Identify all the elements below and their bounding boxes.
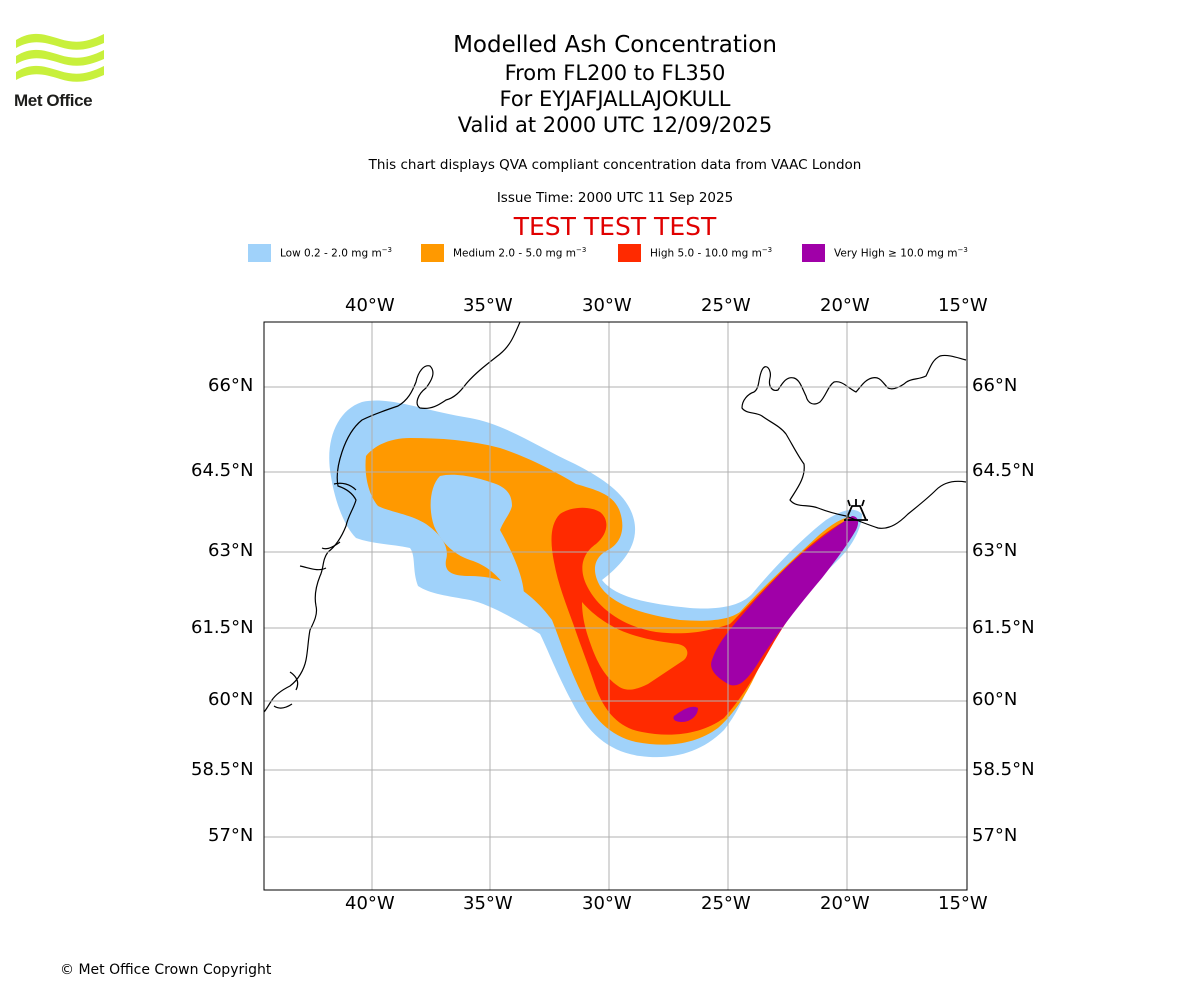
lon-label-bottom-15w: 15°W <box>938 893 988 914</box>
legend-swatch-very-high <box>802 244 825 262</box>
ash-low-patch <box>430 474 524 598</box>
valid-time-title: Valid at 2000 UTC 12/09/2025 <box>457 113 773 137</box>
lat-label-left-66n: 66°N <box>208 375 254 396</box>
test-banner: TEST TEST TEST <box>513 212 717 241</box>
lat-label-left-57n: 57°N <box>208 825 254 846</box>
lon-label-top-35w: 35°W <box>463 295 513 316</box>
flight-level-title: From FL200 to FL350 <box>504 61 726 85</box>
lat-label-left-64-5n: 64.5°N <box>191 460 254 481</box>
lon-label-top-30w: 30°W <box>582 295 632 316</box>
lat-label-left-63n: 63°N <box>208 540 254 561</box>
lon-label-top-20w: 20°W <box>820 295 870 316</box>
legend-label-low: Low 0.2 - 2.0 mg m <box>280 247 382 260</box>
lon-label-bottom-20w: 20°W <box>820 893 870 914</box>
graticule <box>264 322 967 890</box>
legend-unit-exp-high: −3 <box>761 246 773 255</box>
lat-label-left-58-5n: 58.5°N <box>191 759 254 780</box>
lat-label-right-66n: 66°N <box>972 375 1018 396</box>
legend-label-high: High 5.0 - 10.0 mg m <box>650 247 762 260</box>
lon-label-bottom-30w: 30°W <box>582 893 632 914</box>
ash-medium-patch <box>582 602 688 690</box>
lon-label-top-15w: 15°W <box>938 295 988 316</box>
legend-label-medium: Medium 2.0 - 5.0 mg m <box>453 247 576 260</box>
legend-unit-exp-low: −3 <box>381 246 393 255</box>
legend-label-very-high: Very High ≥ 10.0 mg m <box>834 247 958 260</box>
lat-label-right-57n: 57°N <box>972 825 1018 846</box>
lon-label-bottom-35w: 35°W <box>463 893 513 914</box>
lat-label-right-60n: 60°N <box>972 689 1018 710</box>
volcano-title: For EYJAFJALLAJOKULL <box>499 87 731 111</box>
legend: Low 0.2 - 2.0 mg m−3 Medium 2.0 - 5.0 mg… <box>0 244 1200 264</box>
legend-unit-exp-medium: −3 <box>575 246 587 255</box>
met-office-wave-icon <box>16 33 104 82</box>
map-frame <box>263 321 968 891</box>
greenland-coast <box>264 322 521 713</box>
lat-label-right-58-5n: 58.5°N <box>972 759 1035 780</box>
volcano-icon <box>844 499 868 521</box>
lat-label-right-64-5n: 64.5°N <box>972 460 1035 481</box>
lat-label-left-61-5n: 61.5°N <box>191 617 254 638</box>
issue-time: Issue Time: 2000 UTC 11 Sep 2025 <box>496 190 734 206</box>
lat-label-left-60n: 60°N <box>208 689 254 710</box>
legend-swatch-high <box>618 244 641 262</box>
chart-titles: Modelled Ash Concentration From FL200 to… <box>315 30 915 138</box>
lat-label-right-61-5n: 61.5°N <box>972 617 1035 638</box>
legend-swatch-low <box>248 244 271 262</box>
lat-label-right-63n: 63°N <box>972 540 1018 561</box>
subtitle: This chart displays QVA compliant concen… <box>368 157 862 173</box>
map-content <box>264 322 967 758</box>
met-office-logo: Met Office <box>14 30 106 112</box>
legend-item-high: High 5.0 - 10.0 mg m−3 <box>618 244 772 262</box>
greenland-fjord <box>273 482 357 709</box>
ash-very-high-patch <box>673 706 698 722</box>
lon-label-top-25w: 25°W <box>701 295 751 316</box>
lon-label-bottom-25w: 25°W <box>701 893 751 914</box>
legend-unit-exp-very-high: −3 <box>957 246 968 255</box>
copyright: © Met Office Crown Copyright <box>60 962 272 978</box>
legend-item-very-high: Very High ≥ 10.0 mg m−3 <box>802 244 968 262</box>
main-title: Modelled Ash Concentration <box>453 32 777 58</box>
legend-item-medium: Medium 2.0 - 5.0 mg m−3 <box>421 244 586 262</box>
lon-label-bottom-40w: 40°W <box>345 893 395 914</box>
legend-item-low: Low 0.2 - 2.0 mg m−3 <box>248 244 392 262</box>
lon-label-top-40w: 40°W <box>345 295 395 316</box>
logo-text: Met Office <box>14 91 93 110</box>
legend-swatch-medium <box>421 244 444 262</box>
ash-very-high-region <box>711 516 859 686</box>
iceland-coast <box>741 354 967 529</box>
